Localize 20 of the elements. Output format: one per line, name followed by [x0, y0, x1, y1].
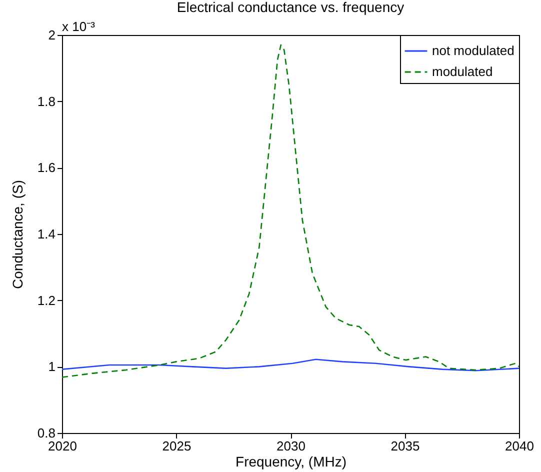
x-tick-label: 2035 [390, 438, 420, 454]
legend-label: modulated [432, 64, 493, 79]
text: x 10⁻³ [62, 19, 96, 34]
y-tick-label: 1.4 [37, 226, 56, 242]
line-series [61, 44, 520, 378]
x-tick-label: 2025 [162, 438, 192, 454]
y-tick-label: 1.8 [37, 94, 56, 109]
y-axis-title: Conductance, (S) [9, 180, 26, 289]
chart-title: Electrical conductance vs. frequency [176, 0, 404, 15]
x-tick-label: 2020 [48, 438, 77, 454]
y-tick-label: 1.6 [37, 160, 56, 176]
legend-label: not modulated [432, 43, 514, 58]
x-tick-label: 2030 [276, 438, 306, 454]
x-tick-label: 2040 [505, 438, 534, 454]
line-series [61, 358, 520, 372]
y-tick-label: 2 [48, 28, 56, 42]
y-tick-label: 1 [48, 359, 56, 374]
y-tick-label: 1.2 [37, 292, 56, 308]
y-tick-label: 0.8 [37, 426, 56, 440]
x-axis-title: Frequency, (MHz) [236, 454, 346, 470]
